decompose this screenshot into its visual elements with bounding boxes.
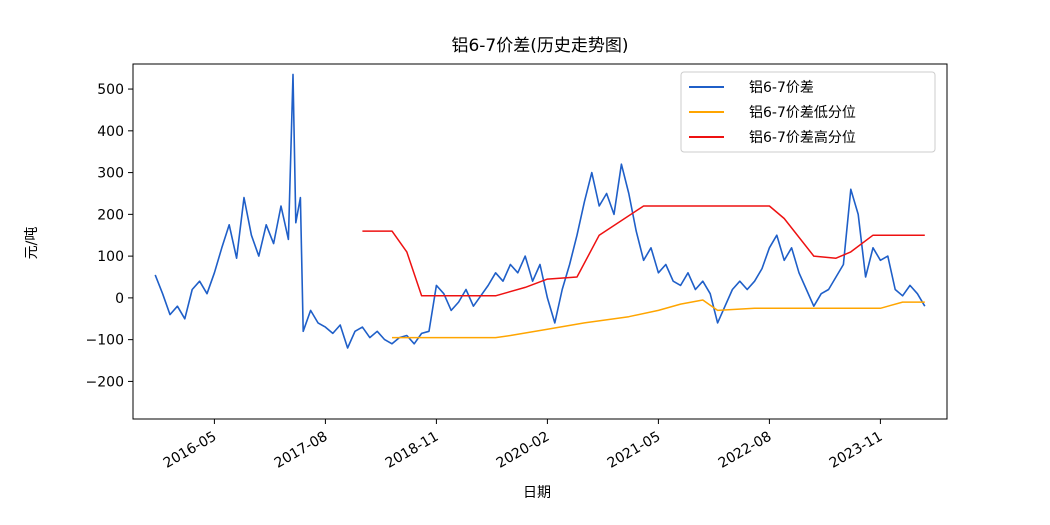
y-tick-label: 0 <box>115 291 124 307</box>
x-tick-label: 2023-11 <box>827 429 886 472</box>
x-tick-label: 2021-05 <box>605 429 664 472</box>
y-axis: 500 400 300 200 100 0 −100 −200 <box>86 82 133 390</box>
x-tick-label: 2017-08 <box>272 429 331 472</box>
x-axis: 2016-05 2017-08 2018-11 2020-02 2021-05 2022-… <box>161 419 886 472</box>
y-tick-label: 300 <box>97 166 124 182</box>
y-tick-label: −200 <box>86 374 124 390</box>
legend-label: 铝6-7价差 <box>749 80 814 96</box>
series-line-2 <box>392 299 925 339</box>
x-tick-label: 2022-08 <box>716 429 775 472</box>
legend-label: 铝6-7价差高分位 <box>749 129 856 146</box>
y-tick-label: 500 <box>97 82 124 98</box>
x-axis-label: 日期 <box>523 485 551 501</box>
series-line-1 <box>154 73 926 349</box>
legend-label: 铝6-7价差低分位 <box>749 105 856 121</box>
series-line-3 <box>362 205 925 297</box>
series-layer <box>154 73 926 349</box>
x-tick-label: 2020-02 <box>494 429 553 472</box>
plot-area <box>132 63 948 420</box>
y-tick-label: 100 <box>97 249 124 265</box>
y-tick-label: 200 <box>97 207 124 223</box>
x-tick-label: 2016-05 <box>161 429 220 472</box>
y-tick-label: 400 <box>97 124 124 140</box>
y-axis-label: 元/吨 <box>24 227 40 260</box>
y-tick-label: −100 <box>86 333 124 349</box>
chart-title: 铝6-7价差(历史走势图) <box>451 36 628 56</box>
legend-box <box>680 71 936 153</box>
x-tick-label: 2018-11 <box>383 429 442 472</box>
